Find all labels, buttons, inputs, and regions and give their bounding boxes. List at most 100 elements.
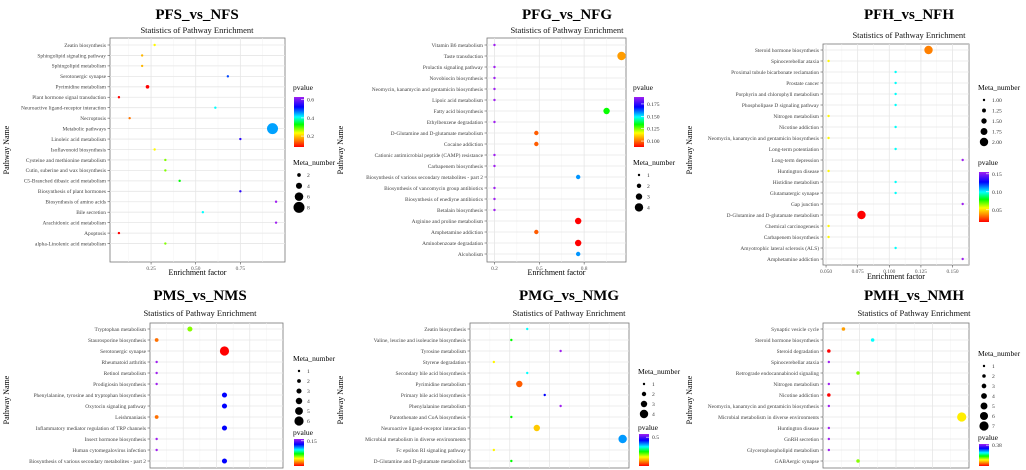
pathway-label: D-Glutamine and D-glutamate metabolism — [391, 131, 484, 137]
pathway-label: Prolactin signaling pathway — [423, 65, 483, 71]
data-point — [221, 458, 228, 464]
pvalue-colorbar — [294, 439, 304, 466]
plot-area — [486, 37, 627, 263]
data-point — [155, 448, 158, 452]
chart-subtitle: Statistics of Pathway Enrichment — [510, 25, 624, 35]
pathway-label: Biosynthesis of amino acids — [45, 199, 106, 206]
pathway-label: Cysteine and methionine metabolism — [26, 158, 107, 164]
pathway-label: Huntington disease — [778, 426, 820, 432]
data-point — [827, 382, 831, 386]
size-legend-dot — [642, 382, 646, 386]
x-tick-label: 0.075 — [852, 269, 864, 275]
pathway-label: D-Glutamine and D-glutamate metabolism — [727, 213, 820, 219]
pvalue-legend-title: pvalue — [293, 428, 314, 437]
size-legend-label: 2 — [647, 184, 650, 190]
colorbar-label: 0.38 — [992, 443, 1002, 449]
pathway-label: Amphetamine addiction — [431, 230, 483, 236]
chart-panel-pmh_vs_nmh: PMH_vs_NMH Statistics of Pathway Enrichme… — [685, 288, 1021, 469]
size-legend-label: 1.50 — [992, 119, 1002, 125]
size-legend-dot — [982, 98, 986, 102]
data-point — [857, 210, 866, 220]
size-legend-label: 3 — [307, 389, 310, 395]
data-point — [140, 54, 144, 57]
size-legend-dot — [639, 409, 649, 419]
pathway-label: Nitrogen metabolism — [773, 382, 819, 388]
pathway-label: Biosynthesis of plant hormones — [38, 188, 106, 195]
data-point — [827, 349, 831, 353]
size-legend-dot — [981, 118, 987, 124]
data-point — [961, 202, 964, 206]
data-point — [894, 246, 897, 250]
pathway-label: Cutin, suberine and wax biosynthesis — [26, 168, 106, 174]
size-legend-label: 1 — [647, 173, 650, 179]
pathway-label: Rheumatoid arthritis — [102, 360, 146, 366]
y-axis-title: Pathway Name — [336, 125, 345, 174]
size-legend-label: 2.00 — [992, 140, 1002, 146]
pathway-label: Valine, leucine and isoleucine biosynthe… — [374, 338, 466, 344]
size-legend-label: 4 — [652, 412, 655, 418]
pvalue-legend-title: pvalue — [293, 83, 314, 92]
size-legend-title: Meta_number — [638, 367, 681, 376]
size-legend-dot — [296, 388, 302, 394]
size-legend-dot — [634, 203, 644, 212]
plot-area — [822, 43, 970, 266]
colorbar-label: 0.6 — [307, 98, 314, 104]
size-legend-dot — [979, 137, 989, 147]
pathway-label: Metabolic pathways — [62, 126, 106, 132]
size-legend-dot — [295, 182, 303, 189]
data-point — [239, 190, 242, 193]
size-legend-label: 3 — [992, 384, 995, 390]
pathway-label: Serotonergic synapse — [100, 349, 146, 355]
size-legend-label: 1 — [992, 364, 995, 370]
data-point — [526, 327, 529, 331]
pathway-label: Biosynthesis of vancomycin group antibio… — [384, 185, 483, 192]
data-point — [492, 360, 496, 364]
size-legend-dot — [979, 421, 989, 431]
colorbar-label: 0.4 — [307, 116, 314, 122]
data-point — [618, 434, 627, 444]
data-point — [493, 76, 496, 80]
data-point — [961, 257, 964, 261]
pathway-label: Arachidonic acid metabolism — [43, 220, 107, 226]
pathway-label: Cocaine addiction — [444, 142, 483, 148]
chart-panel-pms_vs_nms: PMS_vs_NMS Statistics of Pathway Enrichme… — [2, 288, 336, 469]
data-point — [492, 448, 496, 452]
pathway-label: Alcoholism — [458, 252, 484, 258]
pathway-label: Gap junction — [791, 202, 819, 208]
data-point — [510, 459, 513, 463]
pathway-label: Isoflavonoid biosynthesis — [51, 146, 106, 153]
data-point — [827, 393, 831, 397]
size-legend-label: 3 — [652, 402, 655, 408]
pathway-label: Pantothenate and CoA biosynthesis — [390, 415, 466, 421]
data-point — [894, 103, 897, 107]
pathway-label: Tyrosine metabolism — [421, 349, 467, 355]
data-point — [274, 221, 278, 224]
size-legend-title: Meta_number — [633, 158, 676, 167]
chart-subtitle: Statistics of Pathway Enrichment — [857, 308, 971, 318]
pvalue-colorbar — [979, 444, 989, 466]
data-point — [574, 239, 582, 247]
size-legend-label: 5 — [992, 404, 995, 410]
data-point — [603, 107, 610, 115]
pathway-label: Necroptosis — [80, 116, 106, 122]
chart-title: PMS_vs_NMS — [153, 288, 246, 304]
x-axis-title: Enrichment factor — [169, 268, 227, 277]
pathway-label: Huntington disease — [778, 169, 820, 175]
chart-title: PFS_vs_NFS — [155, 7, 238, 23]
pathway-label: Phenylalanine, tyrosine and tryptophan b… — [34, 393, 146, 399]
data-point — [559, 404, 562, 408]
data-point — [154, 415, 159, 419]
data-point — [870, 338, 875, 342]
chart-panel-pmg_vs_nmg: PMG_vs_NMG Statistics of Pathway Enrichme… — [336, 288, 681, 469]
y-axis-title: Pathway Name — [685, 375, 694, 424]
data-point — [827, 426, 831, 430]
plot-area — [109, 37, 286, 263]
data-point — [559, 349, 562, 353]
size-legend-label: 7 — [992, 424, 995, 430]
size-legend-label: 6 — [307, 419, 310, 425]
pvalue-colorbar — [634, 97, 644, 147]
pathway-label: Neuroactive ligand-receptor interaction — [21, 106, 106, 112]
data-point — [493, 87, 496, 91]
